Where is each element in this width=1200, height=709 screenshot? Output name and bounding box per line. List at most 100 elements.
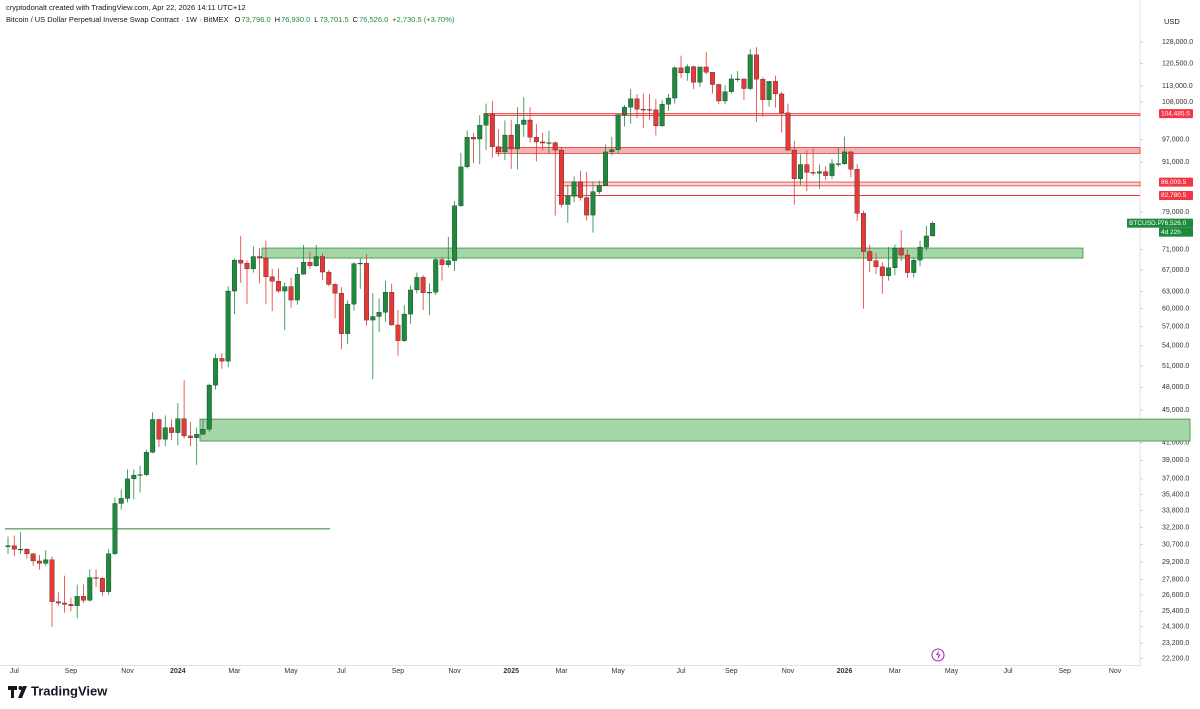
candle-body xyxy=(546,142,552,144)
candle-body xyxy=(225,290,231,362)
ohlc-key: L xyxy=(314,15,318,24)
candle-body xyxy=(666,97,671,105)
y-tick-label: 32,200.0 xyxy=(1162,525,1189,532)
candle-body xyxy=(445,260,451,265)
candle-body xyxy=(496,146,502,153)
candle-body xyxy=(464,137,470,168)
candle-body xyxy=(426,292,432,294)
candle-body xyxy=(263,257,269,277)
y-tick-label: 71,000.0 xyxy=(1162,246,1189,253)
candle-body xyxy=(653,109,659,127)
ohlc-key: C xyxy=(353,15,359,24)
candle-body xyxy=(879,266,885,276)
candle-body xyxy=(508,134,514,150)
y-tick-label: 29,200.0 xyxy=(1162,559,1189,566)
price-tag-label: 82,780.5 xyxy=(1161,192,1187,199)
y-tick-label: 23,200.0 xyxy=(1162,640,1189,647)
candle-body xyxy=(621,107,627,116)
y-tick-label: 27,800.0 xyxy=(1162,576,1189,583)
candle-body xyxy=(483,113,489,126)
ohlc-value: 76,930.0 xyxy=(281,15,310,24)
y-tick-label: 63,000.0 xyxy=(1162,288,1189,295)
candle-body xyxy=(835,163,841,165)
candle-body xyxy=(49,559,55,602)
candle-body xyxy=(754,54,759,80)
candle-body xyxy=(74,596,80,606)
price-tag xyxy=(1159,109,1193,119)
y-tick-label: 45,000.0 xyxy=(1162,407,1189,414)
zone xyxy=(483,113,1141,116)
y-tick-label: 35,400.0 xyxy=(1162,491,1189,498)
candle-body xyxy=(118,498,124,504)
candle-body xyxy=(772,81,778,95)
candle-body xyxy=(282,286,288,292)
candle-body xyxy=(741,78,747,89)
candle-body xyxy=(659,104,665,127)
candle-body xyxy=(238,259,244,264)
candle-body xyxy=(439,259,445,265)
candle-body xyxy=(477,125,483,140)
candle-body xyxy=(93,577,99,579)
candle-body xyxy=(640,109,646,111)
candle-body xyxy=(294,274,300,301)
y-tick-label: 91,000.0 xyxy=(1162,159,1189,166)
ohlc-value: 73,796.0 xyxy=(241,15,270,24)
ohlc-key: O xyxy=(235,15,241,24)
x-tick-label: 2025 xyxy=(503,668,519,675)
candle-body xyxy=(433,259,439,293)
candle-body xyxy=(571,181,577,197)
brand-logo xyxy=(8,686,27,698)
candle-body xyxy=(452,205,458,261)
price-tag xyxy=(1159,177,1193,187)
y-tick-label: 41,000.0 xyxy=(1162,440,1189,447)
candle-body xyxy=(722,91,728,102)
candle-body xyxy=(672,67,678,99)
candle-body xyxy=(873,260,879,267)
candle-body xyxy=(565,196,571,205)
candle-body xyxy=(162,427,168,440)
countdown: 4d 22h xyxy=(1161,229,1181,236)
candle-body xyxy=(798,164,803,179)
x-tick-label: Nov xyxy=(1109,668,1122,675)
x-tick-label: Mar xyxy=(889,668,902,675)
candle-body xyxy=(420,277,426,293)
candle-body xyxy=(735,78,741,80)
y-tick-label: 33,800.0 xyxy=(1162,508,1189,515)
candle-body xyxy=(106,553,112,592)
candle-body xyxy=(219,358,225,362)
candle-body xyxy=(43,559,49,564)
candle-body xyxy=(382,292,388,313)
candle-body xyxy=(804,164,810,173)
y-tick-label: 60,000.0 xyxy=(1162,306,1189,313)
candle-body xyxy=(357,263,363,265)
candle-body xyxy=(458,166,464,206)
candle-body xyxy=(332,284,338,294)
candle-body xyxy=(112,503,118,554)
x-tick-label: Sep xyxy=(392,668,405,675)
y-tick-label: 97,000.0 xyxy=(1162,137,1189,144)
candle-body xyxy=(125,478,130,499)
candle-body xyxy=(502,134,508,153)
candle-body xyxy=(320,256,325,273)
candle-body xyxy=(401,313,407,341)
candle-body xyxy=(703,66,709,73)
candle-body xyxy=(898,247,904,256)
candle-body xyxy=(37,560,42,564)
candle-body xyxy=(590,191,596,216)
candle-body xyxy=(716,84,722,102)
candle-body xyxy=(886,267,892,276)
candle-body xyxy=(81,596,86,601)
candle-body xyxy=(194,434,200,438)
candle-body xyxy=(728,78,734,92)
x-tick-label: Mar xyxy=(228,668,241,675)
candle-body xyxy=(169,427,174,433)
candle-body xyxy=(710,72,715,85)
candle-body xyxy=(697,66,703,83)
x-tick-label: Jul xyxy=(677,668,686,675)
candle-body xyxy=(338,293,344,334)
y-tick-label: 67,000.0 xyxy=(1162,267,1189,274)
candle-body xyxy=(408,289,414,315)
y-tick-label: 48,000.0 xyxy=(1162,384,1189,391)
ohlc-value: 73,701.5 xyxy=(319,15,348,24)
